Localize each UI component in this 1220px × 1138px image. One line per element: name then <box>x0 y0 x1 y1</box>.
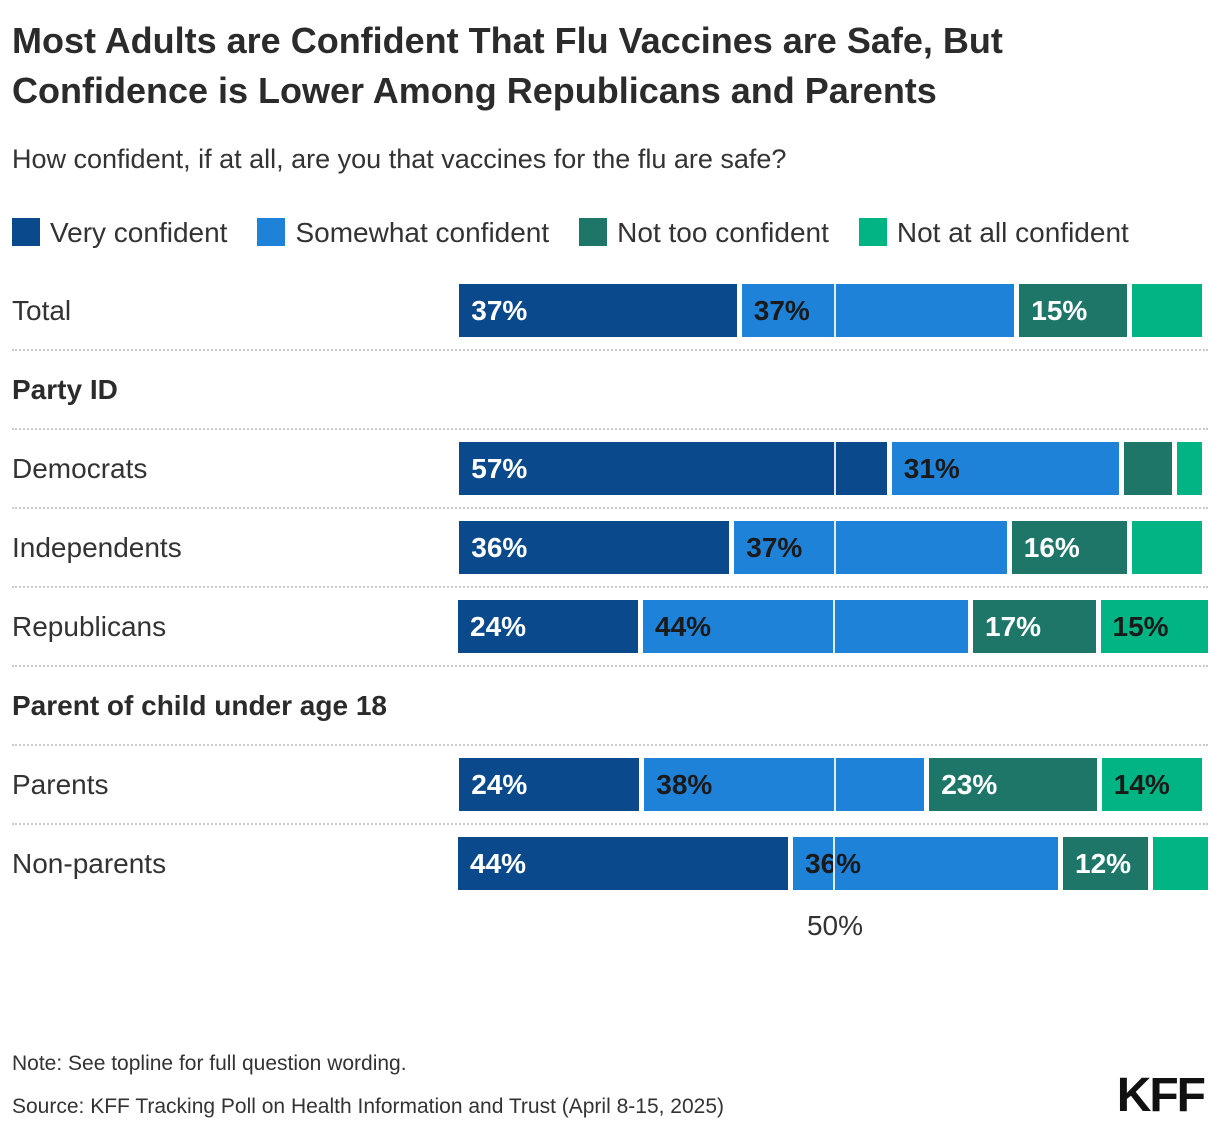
bar-segment: 57% <box>459 442 887 495</box>
stacked-bar-chart: Total 37% 37% 15% Party ID Democrats 57% 31% Ind… <box>12 272 1208 902</box>
legend-swatch-icon <box>12 218 40 246</box>
row-label: Independents <box>12 531 182 563</box>
source-text: Source: KFF Tracking Poll on Health Info… <box>12 1095 725 1118</box>
section-header: Party ID <box>12 373 118 405</box>
gridline-50pct <box>834 284 837 337</box>
bar-segment: 15% <box>1100 600 1208 653</box>
bar-segment: 16% <box>1011 521 1127 574</box>
bar-segment: 12% <box>1063 837 1148 890</box>
bar-segment: 37% <box>734 521 1007 574</box>
segment-value-label: 36% <box>471 531 528 563</box>
legend-label: Very confident <box>50 217 228 248</box>
section-row: Party ID <box>12 351 1208 430</box>
bar-segment: 36% <box>459 521 730 574</box>
bar-segment: 38% <box>644 758 925 811</box>
bar-segment: 44% <box>643 600 968 653</box>
bar-segment <box>1153 837 1208 890</box>
segment-value-label: 37% <box>753 294 810 326</box>
chart-row: Parents 24% 38% 23% 14% <box>12 746 1208 825</box>
stacked-bar: 36% 37% 16% <box>459 521 1208 574</box>
bar-segment: 23% <box>929 758 1097 811</box>
bar-segment: 24% <box>458 600 638 653</box>
stacked-bar: 24% 44% 17% 15% <box>458 600 1208 653</box>
segment-value-label: 37% <box>471 294 528 326</box>
segment-value-label: 24% <box>470 610 527 642</box>
segment-value-label: 17% <box>985 610 1042 642</box>
x-axis: 50% <box>12 902 1208 958</box>
segment-value-label: 44% <box>470 847 527 879</box>
gridline-50pct <box>833 837 835 890</box>
chart-row: Non-parents 44%36%12% <box>12 825 1208 902</box>
segment-value-label: 12% <box>1075 847 1132 879</box>
legend-item: Somewhat confident <box>257 217 549 248</box>
row-label: Total <box>12 294 72 326</box>
segment-value-label: 15% <box>1031 294 1088 326</box>
chart-row: Republicans 24% 44% 17% 15% <box>12 588 1208 667</box>
stacked-bar: 57% 31% <box>459 442 1208 495</box>
chart-page: Most Adults are Confident That Flu Vacci… <box>12 20 1208 958</box>
bar-segment: 15% <box>1019 284 1127 337</box>
chart-title: Most Adults are Confident That Flu Vacci… <box>12 20 1003 111</box>
bar-segment <box>1131 284 1202 337</box>
segment-value-label: 44% <box>655 610 712 642</box>
bar-segment <box>1176 442 1202 495</box>
segment-value-label: 57% <box>471 452 528 484</box>
segment-value-label: 16% <box>1023 531 1080 563</box>
legend-swatch-icon <box>858 218 887 246</box>
stacked-bar: 24% 38% 23% 14% <box>459 758 1208 811</box>
segment-value-label: 31% <box>903 452 960 484</box>
bar-segment: 17% <box>973 600 1096 653</box>
chart-row: Democrats 57% 31% <box>12 430 1208 509</box>
section-header: Parent of child under age 18 <box>12 689 387 721</box>
chart-subtitle: How confident, if at all, are you that v… <box>12 144 787 174</box>
bar-segment: 37% <box>741 284 1015 337</box>
bar-segment: 31% <box>891 442 1120 495</box>
row-label: Non-parents <box>12 847 167 879</box>
gridline-50pct <box>833 600 835 653</box>
segment-value-label: 38% <box>656 768 713 800</box>
segment-value-label: 14% <box>1113 768 1170 800</box>
bar-segment: 14% <box>1101 758 1202 811</box>
legend-swatch-icon <box>257 218 286 246</box>
legend-item: Not too confident <box>579 217 829 248</box>
segment-value-label: 37% <box>746 531 803 563</box>
gridline-50pct <box>834 442 837 495</box>
bar-segment <box>1131 521 1202 574</box>
axis-tick-label-50: 50% <box>806 910 864 941</box>
kff-logo: KFF <box>1116 1069 1206 1122</box>
chart-row: Total 37% 37% 15% <box>12 272 1208 351</box>
legend-label: Not too confident <box>617 217 829 248</box>
chart-row: Independents 36% 37% 16% <box>12 509 1208 588</box>
legend-item: Very confident <box>12 217 227 248</box>
row-label: Democrats <box>12 452 148 484</box>
segment-value-label: 24% <box>471 768 528 800</box>
segment-value-label: 15% <box>1112 610 1169 642</box>
bar-segment: 24% <box>459 758 640 811</box>
row-label: Republicans <box>12 610 167 642</box>
gridline-50pct <box>834 758 837 811</box>
bar-segment: 37% <box>459 284 737 337</box>
legend-swatch-icon <box>579 218 608 246</box>
legend-item: Not at all confident <box>858 217 1129 248</box>
row-label: Parents <box>12 768 109 800</box>
note-text: Note: See topline for full question word… <box>12 1052 407 1075</box>
gridline-50pct <box>834 521 837 574</box>
segment-value-label: 23% <box>941 768 998 800</box>
bar-segment: 44% <box>458 837 788 890</box>
legend: Very confident Somewhat confident Not too … <box>12 204 1208 262</box>
legend-label: Not at all confident <box>896 217 1129 248</box>
stacked-bar: 44%36%12% <box>458 837 1208 890</box>
bar-segment <box>1124 442 1172 495</box>
section-row: Parent of child under age 18 <box>12 667 1208 746</box>
legend-label: Somewhat confident <box>295 217 550 248</box>
stacked-bar: 37% 37% 15% <box>459 284 1208 337</box>
